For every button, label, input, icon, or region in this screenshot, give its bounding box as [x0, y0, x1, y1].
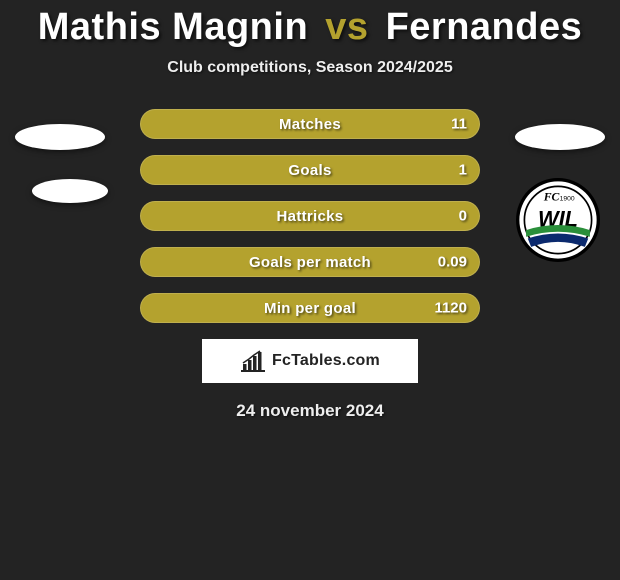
- club-badge: FC 1900 WIL: [516, 178, 600, 262]
- subtitle: Club competitions, Season 2024/2025: [0, 59, 620, 77]
- title-vs: vs: [325, 6, 368, 48]
- player1-oval-1: [15, 124, 105, 150]
- stat-row-goals: Goals 1: [140, 155, 480, 185]
- stat-label: Min per goal: [264, 300, 356, 317]
- title-player1: Mathis Magnin: [38, 6, 308, 48]
- bar-chart-icon: [240, 350, 266, 372]
- stat-row-hattricks: Hattricks 0: [140, 201, 480, 231]
- fctables-attribution: FcTables.com: [202, 339, 418, 383]
- stats-container: Matches 11 Goals 1 Hattricks 0 Goals per…: [140, 109, 480, 323]
- svg-text:1900: 1900: [560, 196, 575, 203]
- svg-text:FC: FC: [543, 191, 560, 204]
- date: 24 november 2024: [0, 401, 620, 421]
- stat-label: Goals per match: [249, 254, 371, 271]
- page-title: Mathis Magnin vs Fernandes: [0, 0, 620, 49]
- stat-label: Goals: [288, 162, 331, 179]
- stat-label: Matches: [279, 116, 341, 133]
- stat-row-min-per-goal: Min per goal 1120: [140, 293, 480, 323]
- stat-row-goals-per-match: Goals per match 0.09: [140, 247, 480, 277]
- player2-oval-1: [515, 124, 605, 150]
- player1-oval-2: [32, 179, 108, 203]
- stat-value-right: 0: [459, 208, 467, 225]
- stat-label: Hattricks: [277, 208, 344, 225]
- title-player2: Fernandes: [386, 6, 583, 48]
- stat-value-right: 0.09: [438, 254, 467, 271]
- fctables-text: FcTables.com: [272, 352, 380, 370]
- stat-value-right: 1120: [434, 300, 467, 317]
- stat-value-right: 1: [459, 162, 467, 179]
- stat-value-right: 11: [451, 116, 467, 133]
- stat-row-matches: Matches 11: [140, 109, 480, 139]
